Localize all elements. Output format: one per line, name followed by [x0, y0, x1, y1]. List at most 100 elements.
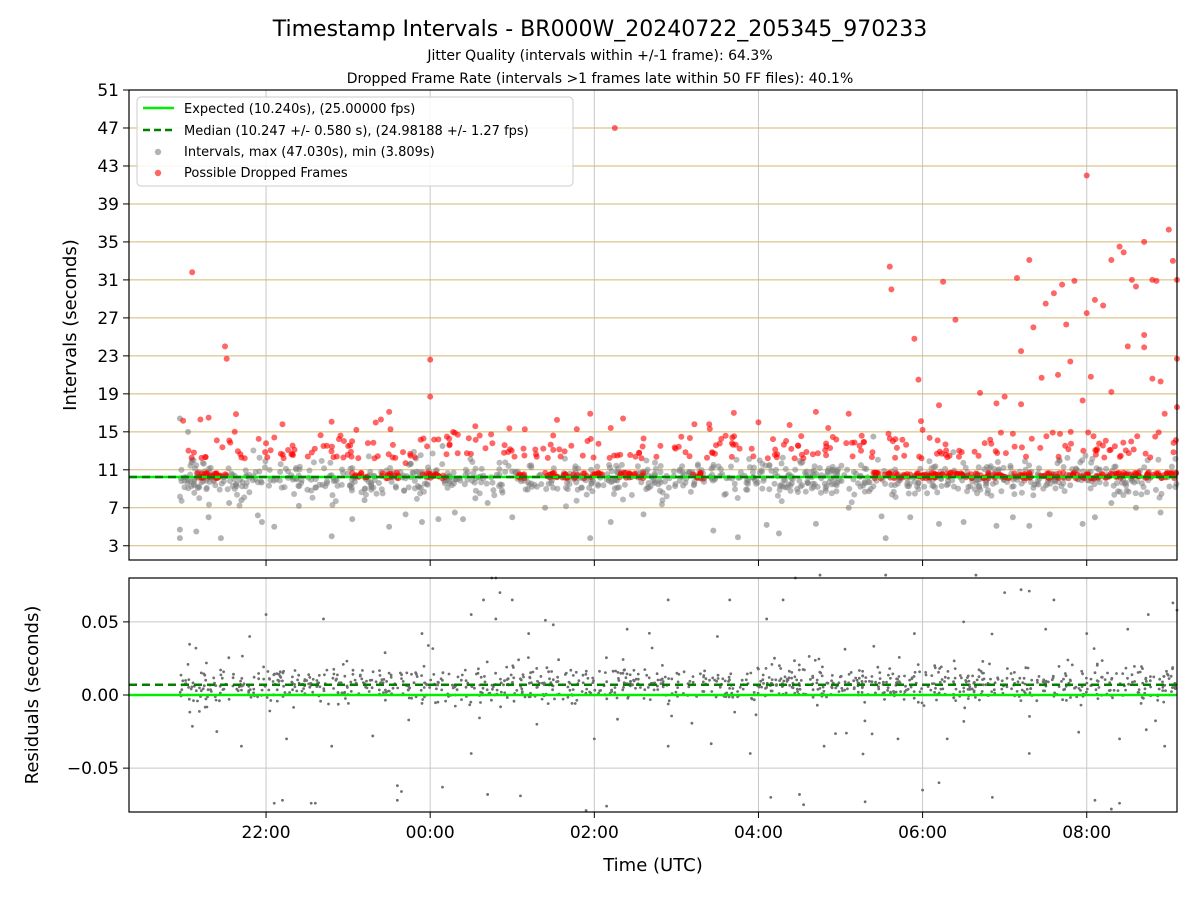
dropped-point — [328, 443, 335, 450]
residual-point — [1173, 685, 1177, 689]
interval-point — [277, 461, 284, 468]
residual-point — [249, 695, 253, 699]
residual-point — [1107, 689, 1111, 692]
residual-point — [588, 690, 591, 694]
residual-point — [912, 696, 916, 700]
dropped-point — [355, 455, 362, 462]
dropped-point — [1080, 447, 1087, 454]
interval-point — [737, 469, 744, 476]
dropped-point — [942, 441, 949, 448]
interval-point — [710, 527, 717, 534]
residual-point — [469, 613, 473, 616]
residual-point — [1139, 702, 1143, 705]
dropped-point — [550, 446, 557, 453]
interval-point — [835, 466, 841, 473]
residual-point — [858, 669, 861, 672]
residual-point — [643, 668, 647, 671]
residual-point — [621, 658, 625, 661]
residual-point — [793, 659, 796, 663]
interval-point — [722, 490, 729, 497]
residual-point — [557, 658, 560, 662]
residual-point — [982, 671, 985, 675]
residual-point — [361, 669, 364, 672]
residual-point — [787, 669, 791, 673]
dropped-point — [1096, 440, 1103, 447]
residual-point — [592, 679, 595, 682]
interval-point — [857, 483, 864, 490]
dropped-point — [911, 335, 918, 342]
dropped-point — [678, 433, 685, 440]
residual-point — [1023, 682, 1027, 686]
interval-point — [975, 464, 982, 471]
residual-point — [194, 689, 198, 693]
interval-point — [804, 480, 811, 486]
interval-point — [319, 481, 326, 488]
interval-point — [816, 465, 823, 471]
interval-point — [499, 489, 506, 496]
legend-intervals-label: Intervals, max (47.030s), min (3.809s) — [184, 145, 435, 160]
residuals-x-ticks: 22:00 00:00 02:00 04:00 06:00 08:00 — [242, 812, 1111, 843]
dropped-point — [947, 470, 954, 476]
interval-point — [291, 491, 298, 497]
dropped-point — [1124, 343, 1131, 350]
dropped-point — [1018, 444, 1025, 451]
residual-point — [527, 632, 531, 635]
residual-point — [252, 687, 256, 691]
residual-point — [1152, 675, 1156, 679]
residual-point — [783, 675, 787, 679]
residual-point — [536, 679, 539, 683]
intervals-axes-frame — [128, 89, 1178, 561]
interval-point — [777, 483, 783, 490]
residual-point — [1116, 689, 1120, 692]
residual-point — [863, 719, 867, 723]
residual-point — [727, 675, 731, 679]
dropped-point — [521, 426, 528, 433]
dropped-point — [454, 450, 461, 457]
residual-point — [770, 689, 774, 693]
residuals-panel: −0.05 0.00 0.05 22:00 00:00 02:00 04:00 06:00 0… — [22, 573, 1179, 876]
dropped-point — [263, 440, 270, 447]
residual-point — [616, 717, 619, 721]
interval-point — [339, 466, 345, 473]
residual-point — [483, 675, 486, 678]
interval-point — [1009, 483, 1016, 490]
residual-point — [688, 679, 692, 683]
dropped-point — [858, 432, 865, 439]
residual-point — [512, 699, 516, 703]
interval-point — [1155, 456, 1162, 463]
residual-point — [343, 674, 347, 678]
residual-point — [1050, 678, 1054, 682]
dropped-point — [587, 435, 594, 442]
residual-point — [1024, 666, 1028, 670]
residual-point — [870, 732, 874, 736]
interval-point — [329, 502, 336, 508]
dropped-point — [800, 455, 807, 462]
residual-point — [262, 665, 265, 669]
interval-point — [949, 477, 956, 484]
intervals-y-tick-label: 31 — [97, 271, 119, 291]
dropped-point — [843, 440, 850, 447]
residual-point — [916, 700, 920, 704]
dropped-point — [1170, 449, 1177, 456]
interval-point — [185, 428, 192, 435]
interval-point — [410, 469, 417, 476]
residual-point — [519, 794, 522, 798]
dropped-point — [981, 440, 988, 447]
residual-point — [400, 673, 403, 677]
residual-point — [1029, 687, 1032, 691]
residual-point — [878, 671, 882, 674]
residual-point — [412, 681, 416, 685]
interval-point — [1077, 459, 1084, 466]
residual-point — [938, 680, 942, 684]
interval-point — [472, 495, 479, 502]
interval-point — [281, 484, 288, 491]
interval-point — [365, 453, 372, 460]
residual-point — [619, 671, 623, 675]
dropped-point — [467, 450, 474, 457]
interval-point — [226, 500, 233, 507]
interval-point — [934, 489, 941, 496]
dropped-point — [189, 269, 196, 276]
residual-point — [459, 678, 463, 682]
interval-point — [766, 462, 773, 469]
residual-point — [864, 676, 868, 679]
